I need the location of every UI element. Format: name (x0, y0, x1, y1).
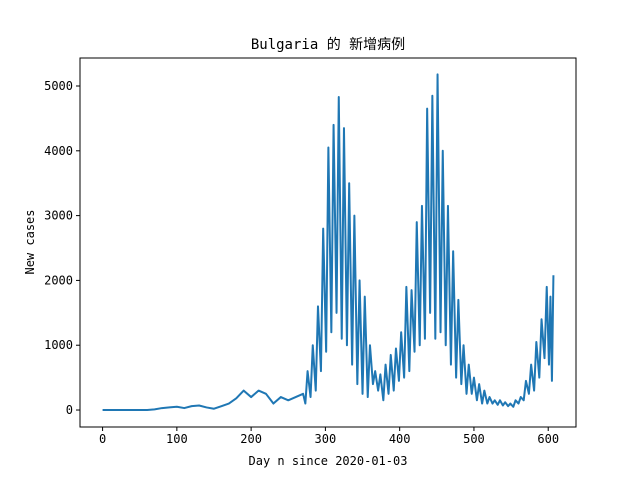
y-tick-label: 4000 (44, 144, 73, 158)
x-tick-label: 400 (389, 432, 411, 446)
chart-title: Bulgaria 的 新增病例 (251, 37, 405, 53)
y-tick-label: 5000 (44, 79, 73, 93)
x-tick-label: 600 (537, 432, 559, 446)
y-tick-label: 2000 (44, 273, 73, 287)
y-tick-label: 1000 (44, 338, 73, 352)
y-axis-label: New cases (23, 209, 37, 274)
data-line (102, 73, 555, 412)
x-tick-label: 500 (463, 432, 485, 446)
plot-frame (79, 57, 577, 428)
x-tick-label: 100 (166, 432, 188, 446)
x-tick-label: 300 (315, 432, 337, 446)
y-tick-label: 3000 (44, 209, 73, 223)
x-tick-label: 0 (99, 432, 106, 446)
x-axis-label: Day n since 2020-01-03 (249, 454, 408, 468)
y-tick-label: 0 (66, 403, 73, 417)
x-tick-label: 200 (240, 432, 262, 446)
